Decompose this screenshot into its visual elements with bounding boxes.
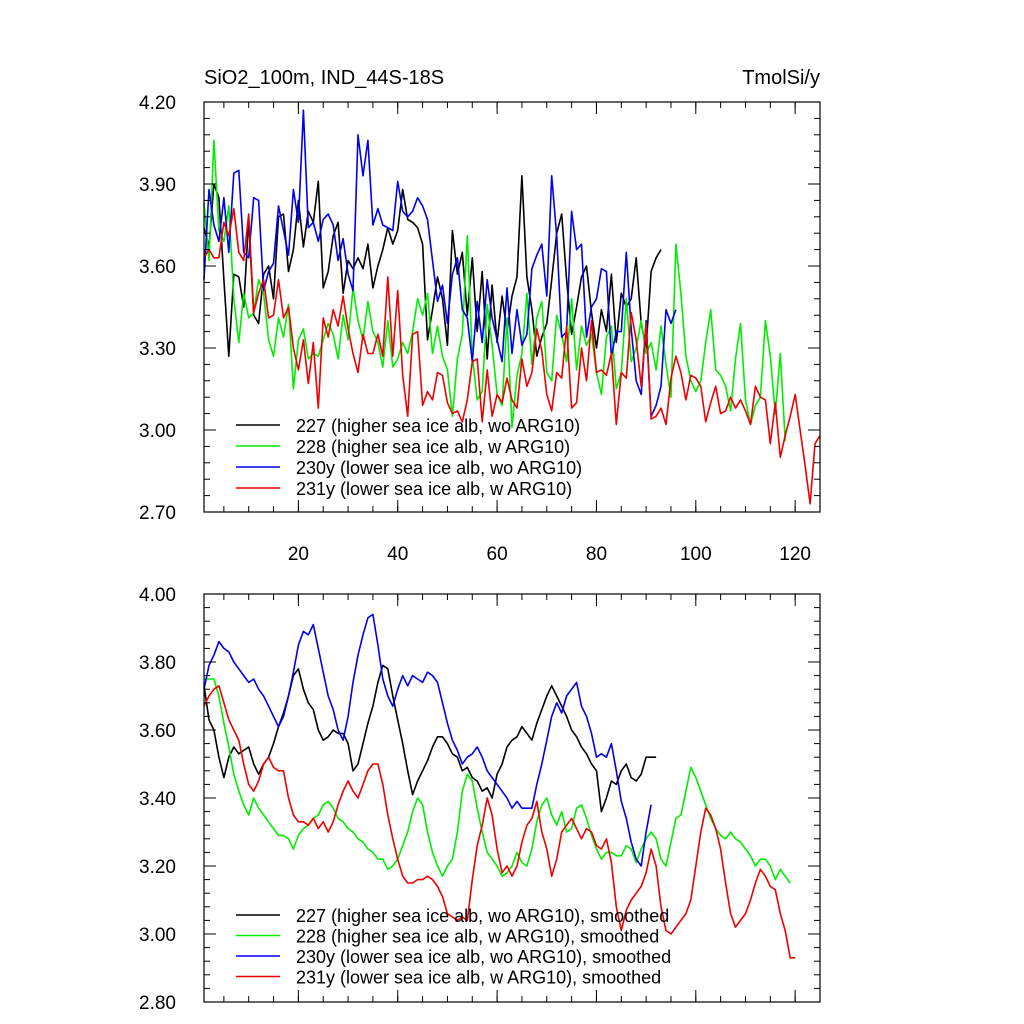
legend-label: 227 (higher sea ice alb, wo ARG10), smoo… [296,906,669,926]
series-line-3 [203,684,796,959]
legend-label: 228 (higher sea ice alb, w ARG10), smoot… [296,927,659,947]
x-tick-label: 80 [586,544,607,565]
legend-label: 230y (lower sea ice alb, wo ARG10) [296,458,582,478]
legend-label: 227 (higher sea ice alb, wo ARG10) [296,416,580,436]
series-line-1 [204,678,791,884]
y-tick-label: 2.70 [139,503,176,524]
y-tick-label: 2.80 [139,993,176,1014]
series-line-3 [203,207,821,505]
series-line-1 [203,139,786,441]
series-line-2 [203,613,652,867]
legend-label: 231y (lower sea ice alb, w ARG10) [296,479,572,499]
y-tick-label: 3.60 [139,257,176,278]
top-chart: SiO2_100m, IND_44S-18S TmolSi/y 4.20 3.90… [139,67,821,565]
y-tick-label: 3.00 [139,925,176,946]
x-tick-label: 100 [680,544,712,565]
plot-frame [203,101,821,513]
chart-title: SiO2_100m, IND_44S-18S [204,67,444,89]
y-tick-label: 4.00 [139,585,176,606]
y-tick-label: 3.00 [139,421,176,442]
y-tick-label: 3.90 [139,175,176,196]
y-tick-label: 3.60 [139,721,176,742]
units-label: TmolSi/y [742,67,820,89]
x-tick-label: 40 [387,544,408,565]
y-tick-label: 3.20 [139,857,176,878]
y-tick-label: 3.30 [139,339,176,360]
bottom-chart: 4.00 3.80 3.60 3.40 3.20 3.00 2.80 227 (higher… [139,585,821,1014]
legend: 227 (higher sea ice alb, wo ARG10), smoo… [236,906,671,988]
legend-label: 228 (higher sea ice alb, w ARG10) [296,437,570,457]
series-line-0 [203,664,657,813]
y-tick-label: 4.20 [139,93,176,114]
x-tick-label: 120 [779,544,811,565]
y-tick-label: 3.80 [139,653,176,674]
x-tick-label: 20 [288,544,309,565]
x-tick-label: 60 [487,544,508,565]
legend: 227 (higher sea ice alb, wo ARG10)228 (h… [236,416,582,499]
legend-label: 230y (lower sea ice alb, wo ARG10), smoo… [296,947,671,967]
legend-label: 231y (lower sea ice alb, w ARG10), smoot… [296,968,661,988]
y-tick-label: 3.40 [139,789,176,810]
series-line-2 [203,109,677,418]
